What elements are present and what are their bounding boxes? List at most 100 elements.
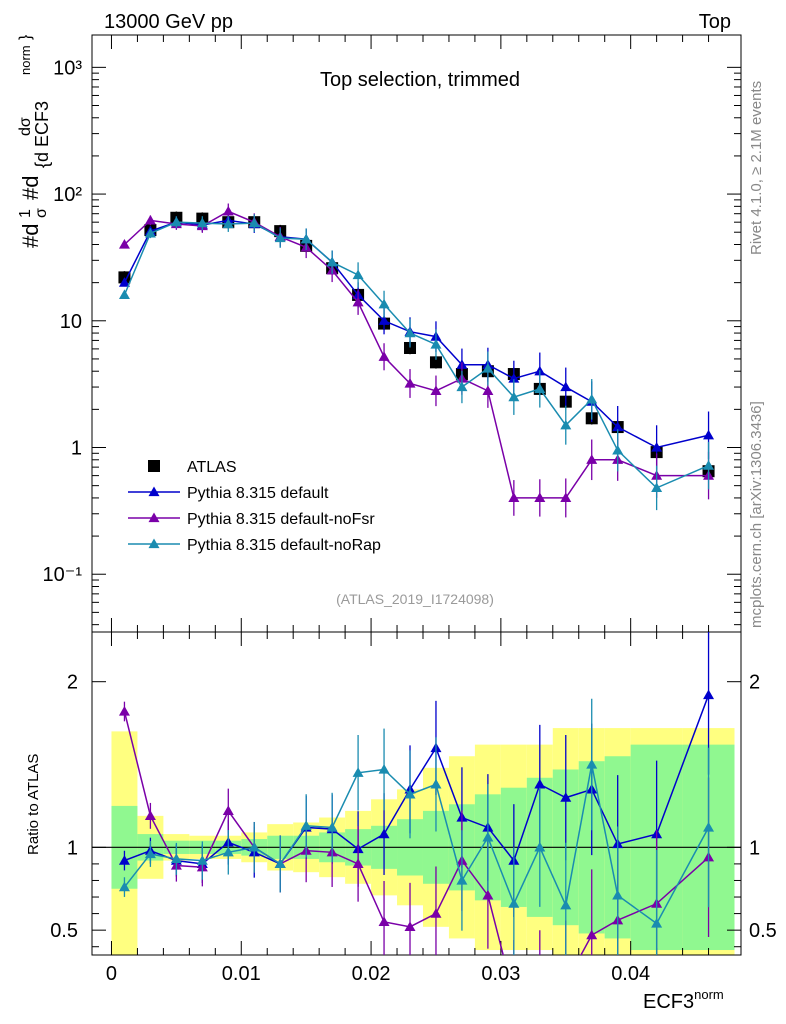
pythia-8-315-default-norap-point — [274, 232, 286, 243]
main-y-tick-label: 10³ — [53, 57, 82, 79]
pythia-8-315-default-nofsr-ratio-point — [560, 978, 571, 988]
pythia-8-315-default-norap-ratio-point — [560, 899, 572, 910]
pythia-8-315-default-point — [560, 381, 572, 392]
main-series-group — [118, 203, 715, 518]
pythia-8-315-default-norap-point — [144, 227, 156, 238]
ratio-x-tick-label: 0.02 — [352, 963, 391, 985]
pythia-8-315-default-nofsr-point — [560, 492, 572, 503]
analysis-label: (ATLAS_2019_I1724098) — [336, 591, 494, 607]
atlas-point — [429, 356, 442, 369]
ratio-y-axis-label: Ratio to ATLAS — [25, 754, 42, 855]
pythia-8-315-default-nofsr-ratio-point — [534, 984, 545, 994]
pythia-8-315-default-norap-point — [248, 217, 260, 228]
pythia-8-315-default-norap-point — [170, 216, 182, 227]
legend-marker-pythia-8-315-default-nofsr — [148, 512, 160, 523]
svg-text:1: 1 — [17, 209, 34, 218]
pythia-8-315-default-norap-ratio-point — [144, 848, 156, 859]
pythia-8-315-default-nofsr-ratio-point — [508, 991, 519, 1001]
header-left: 13000 GeV pp — [104, 11, 233, 33]
pythia-8-315-default-norap-point — [300, 233, 312, 244]
main-title: Top selection, trimmed — [320, 69, 520, 91]
pythia-8-315-default-nofsr-ratio-point — [378, 916, 390, 926]
pythia-8-315-default-nofsr-point — [144, 214, 156, 225]
pythia-8-315-default-norap-ratio-point — [612, 889, 624, 900]
pythia-8-315-default-norap-point — [326, 256, 338, 267]
pythia-8-315-default-point — [612, 421, 624, 432]
pythia-8-315-default-norap-ratio-point — [352, 767, 364, 777]
pythia-8-315-default-norap-ratio-point — [196, 855, 208, 865]
pythia-8-315-default-norap-ratio-point — [430, 778, 442, 789]
pythia-8-315-default-norap-ratio-point — [482, 831, 494, 842]
header-right: Top — [699, 11, 731, 33]
pythia-8-315-default-norap-point — [612, 444, 624, 455]
legend: ATLAS Pythia 8.315 default Pythia 8.315 de… — [128, 459, 381, 554]
pythia-8-315-default-norap-point — [222, 218, 234, 229]
legend-marker-pythia-8-315-default — [148, 486, 160, 497]
pythia-8-315-default-ratio-point — [118, 855, 130, 865]
pythia-8-315-default-norap-ratio-point — [586, 759, 598, 769]
legend-label-pythia-8-315-default-nofsr: Pythia 8.315 default-noFsr — [187, 511, 375, 528]
ratio-x-tick-label: 0.01 — [222, 963, 261, 985]
pythia-8-315-default-nofsr-point — [586, 454, 598, 464]
pythia-8-315-default-norap-point — [482, 363, 494, 373]
pythia-8-315-default-norap-ratio-point — [703, 821, 715, 832]
main-y-axis-label: #d 1 σ #d dσ {d ECF3 norm } — [17, 34, 52, 248]
pythia-8-315-default-point — [118, 277, 130, 287]
pythia-8-315-default-norap-ratio-point — [274, 858, 286, 869]
atlas-point — [404, 341, 417, 354]
pythia-8-315-default-nofsr-point — [534, 492, 546, 503]
pythia-8-315-default-norap-ratio-point — [170, 853, 182, 864]
pythia-8-315-default-norap-ratio-point — [222, 846, 234, 857]
pythia-8-315-default-nofsr-point — [404, 377, 416, 388]
pythia-8-315-default-norap-point — [651, 482, 663, 493]
pythia-8-315-default-norap-point — [352, 269, 364, 280]
pythia-8-315-default-ratio-line — [124, 694, 710, 865]
side-label-rivet: Rivet 4.1.0, ≥ 2.1M events — [748, 81, 765, 255]
pythia-8-315-default-nofsr-ratio-point — [118, 706, 130, 716]
ratio-y-tick-label: 1 — [67, 837, 78, 859]
ratio-y-tick-label: 0.5 — [50, 920, 78, 942]
main-y-tick-label: 10 — [60, 311, 82, 333]
pythia-8-315-default-norap-point — [196, 217, 208, 228]
pythia-8-315-default-nofsr-point — [378, 351, 390, 361]
pythia-8-315-default-nofsr-ratio-point — [430, 908, 442, 918]
pythia-8-315-default-ratio-point — [703, 689, 715, 700]
pythia-8-315-default-nofsr-ratio-point — [586, 929, 598, 940]
pythia-8-315-default-nofsr-point — [118, 238, 130, 249]
legend-label-pythia-8-315-default-norap: Pythia 8.315 default-noRap — [187, 537, 381, 554]
pythia-8-315-default-norap-line — [123, 221, 709, 489]
pythia-8-315-default-norap-point — [378, 298, 390, 309]
ratio-x-tick-label: 0 — [106, 963, 117, 985]
pythia-8-315-default-norap-ratio-point — [378, 763, 390, 774]
pythia-8-315-default-norap-ratio-point — [248, 841, 260, 852]
ratio-frame — [91, 631, 742, 956]
main-y-tick-label: 10⁻¹ — [43, 564, 83, 586]
pythia-8-315-default-nofsr-ratio-point — [482, 889, 494, 900]
pythia-8-315-default-norap-ratio-line — [123, 764, 710, 925]
legend-label-atlas: ATLAS — [187, 459, 237, 476]
svg-text:norm: norm — [18, 45, 33, 75]
pythia-8-315-default-norap-point — [508, 391, 520, 402]
side-label-mcplots: mcplots.cern.ch [arXiv:1306.3436] — [748, 401, 765, 628]
pythia-8-315-default-norap-point — [560, 419, 572, 430]
pythia-8-315-default-nofsr-point — [482, 385, 494, 395]
svg-text:#d: #d — [18, 176, 43, 200]
pythia-8-315-default-nofsr-ratio-point — [352, 858, 364, 869]
pythia-8-315-default-nofsr-ratio-point — [222, 805, 234, 816]
pythia-8-315-default-norap-ratio-point — [118, 881, 130, 892]
pythia-8-315-default-nofsr-ratio-point — [404, 921, 416, 931]
pythia-8-315-default-norap-point — [703, 460, 715, 470]
legend-label-pythia-8-315-default: Pythia 8.315 default — [187, 485, 329, 502]
ratio-panel: 0 0.01 0.02 0.03 0.04 0.5 0.5 1 1 2 2 — [50, 631, 777, 1001]
main-y-tick-label: 1 — [71, 438, 82, 460]
pythia-8-315-default-norap-point — [534, 383, 546, 394]
pythia-8-315-default-norap-ratio-point — [300, 820, 312, 830]
pythia-8-315-default-nofsr-line — [123, 210, 709, 499]
pythia-8-315-default-point — [703, 429, 715, 440]
ratio-y-tick-label-right: 1 — [749, 837, 760, 859]
ratio-y-tick-label-right: 2 — [749, 672, 760, 694]
pythia-8-315-default-norap-point — [118, 289, 130, 300]
pythia-8-315-default-line — [123, 219, 709, 449]
pythia-8-315-default-point — [508, 373, 520, 383]
